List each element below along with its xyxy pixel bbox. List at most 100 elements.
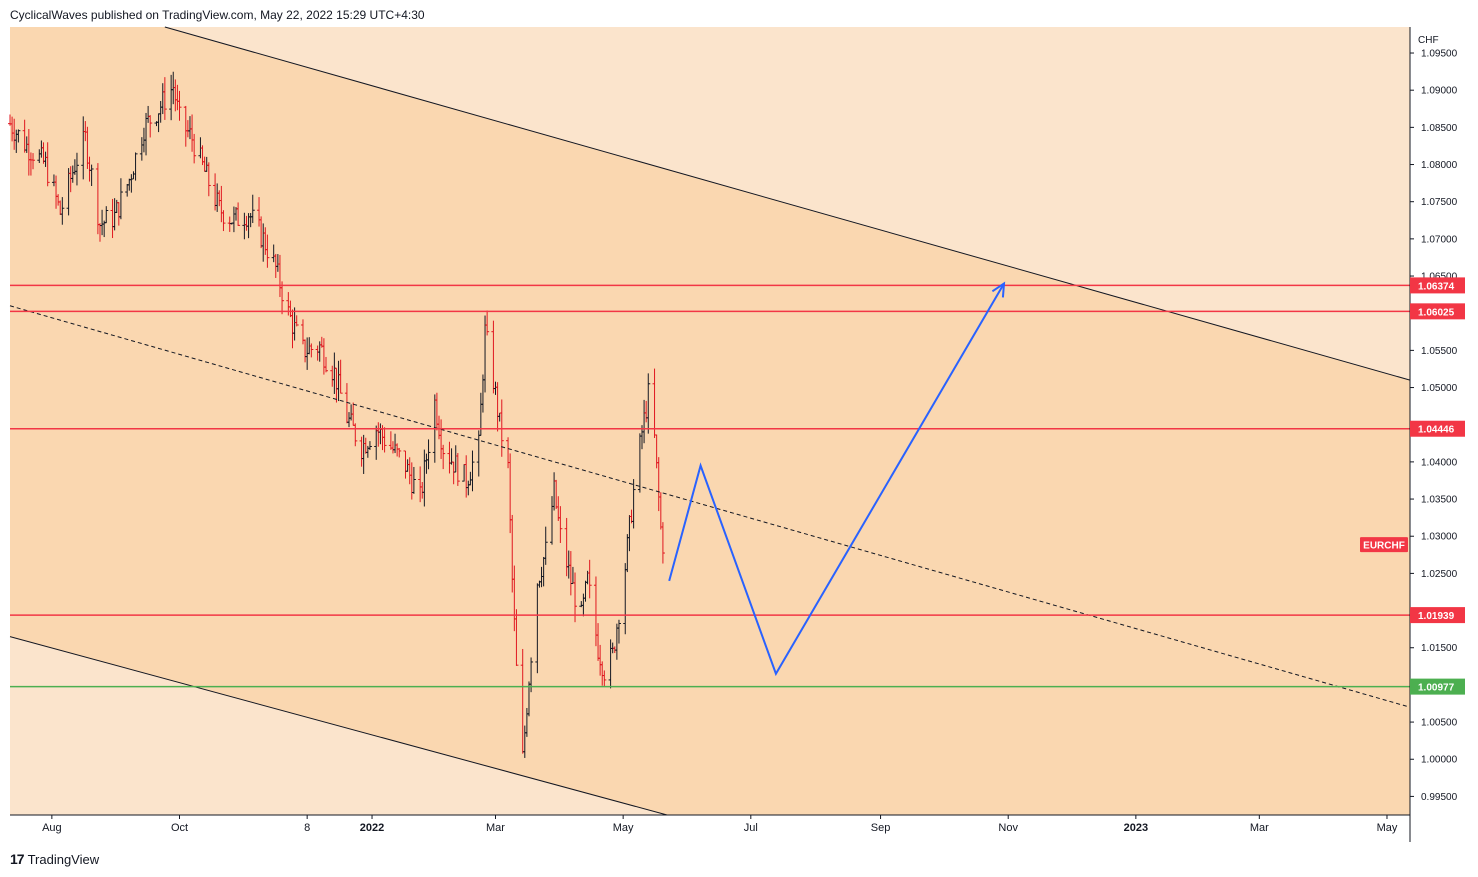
price-tick: 1.03000 (1421, 532, 1458, 543)
price-tick: 1.00000 (1421, 755, 1458, 766)
ohlc-bar (133, 152, 138, 181)
ohlc-bar (177, 90, 182, 121)
ohlc-bar (411, 466, 416, 494)
ohlc-bar (587, 559, 592, 599)
publish-header: CyclicalWaves published on TradingView.c… (10, 8, 425, 22)
ohlc-bar (16, 129, 21, 143)
ohlc-bar (236, 202, 241, 226)
horizontal-levels (10, 284, 1410, 688)
time-tick: May (1377, 822, 1398, 834)
ohlc-bar (441, 444, 446, 470)
ohlc-bar (104, 206, 109, 224)
ohlc-bar (485, 310, 490, 336)
channel-fill (10, 27, 1410, 815)
tradingview-logo-icon: 17 (10, 851, 25, 867)
ohlc-bar (60, 197, 65, 225)
ohlc-bar (631, 479, 636, 529)
price-tick: 1.05500 (1421, 346, 1458, 357)
ohlc-bar (31, 153, 36, 170)
footer-brand: TradingView (27, 851, 100, 867)
ohlc-bar (250, 194, 255, 224)
ohlc-bar (397, 447, 402, 458)
ohlc-bar (294, 315, 299, 327)
time-tick: Aug (42, 822, 62, 834)
ohlc-bars (8, 71, 665, 758)
ohlc-bar (470, 450, 475, 492)
channel-upper-line (164, 26, 1411, 381)
ohlc-bar (660, 522, 665, 564)
time-tick: 2023 (1124, 822, 1148, 834)
ohlc-bar (192, 133, 197, 164)
ohlc-bar (353, 423, 358, 447)
price-tick: 1.09500 (1421, 49, 1458, 60)
time-tick: Mar (1250, 822, 1269, 834)
time-axis-ticks: Aug Oct 8 2022 Mar May Jul Sep Nov 2023 Mar May (42, 815, 1398, 834)
ohlc-bar (265, 234, 270, 268)
price-tick: 1.02500 (1421, 569, 1458, 580)
level-tag-bg (1410, 607, 1465, 624)
price-tick: 1.04000 (1421, 457, 1458, 468)
ohlc-bar (148, 115, 153, 138)
ohlc-bar (221, 210, 226, 232)
time-tick: May (613, 822, 634, 834)
ohlc-bar (455, 453, 460, 486)
ohlc-bar (616, 619, 621, 644)
tradingview-footer: 17 TradingView (10, 851, 99, 867)
svg-text:EURCHF: EURCHF (1363, 541, 1405, 552)
ohlc-bar (382, 427, 387, 453)
time-tick: 2022 (360, 822, 384, 834)
channel-lower-line (9, 636, 668, 816)
price-tick: 1.09000 (1421, 86, 1458, 97)
time-tick: Oct (171, 822, 188, 834)
time-tick: Mar (486, 822, 505, 834)
price-tick: 1.06500 (1421, 272, 1458, 283)
price-tick: 1.08000 (1421, 160, 1458, 171)
price-tick: 1.01500 (1421, 643, 1458, 654)
projection-arrowhead (991, 281, 1006, 298)
level-tag-text: 1.04446 (1418, 425, 1455, 436)
ohlc-bar (514, 609, 519, 666)
price-tick: 1.07500 (1421, 197, 1458, 208)
ohlc-bar (573, 572, 578, 623)
ohlc-bar (74, 152, 79, 186)
level-tag-text: 1.00977 (1418, 683, 1455, 694)
ohlc-bar (206, 162, 211, 197)
projection-path (668, 282, 1005, 677)
ohlc-bar (45, 142, 50, 187)
level-tag-text: 1.06374 (1418, 281, 1455, 292)
time-tick: Jul (744, 822, 758, 834)
ohlc-bar (162, 77, 167, 120)
price-tick: 1.08500 (1421, 123, 1458, 134)
ohlc-bar (426, 439, 431, 470)
ohlc-bar (323, 356, 328, 373)
time-tick: Sep (871, 822, 891, 834)
ohlc-bar (280, 281, 285, 315)
level-tag-bg (1410, 303, 1465, 320)
level-price-tags: 1.06374 1.06025 1.04446 1.01939 1.00977 (1410, 277, 1465, 695)
level-tag-text: 1.01939 (1418, 611, 1455, 622)
ohlc-bar (646, 373, 651, 434)
channel-midline (9, 305, 1411, 708)
price-tick: 1.00500 (1421, 718, 1458, 729)
ohlc-bar (543, 526, 548, 565)
ohlc-bar (89, 164, 94, 186)
price-tick: 1.05000 (1421, 383, 1458, 394)
time-tick: 8 (304, 822, 310, 834)
symbol-tag: EURCHF (1360, 537, 1408, 553)
price-tick: 1.03500 (1421, 495, 1458, 506)
level-tag-bg (1410, 678, 1465, 695)
price-tick: 0.99500 (1421, 792, 1458, 803)
currency-label: CHF (1418, 35, 1439, 46)
ohlc-bar (338, 359, 343, 394)
ohlc-bar (367, 441, 372, 450)
level-tag-bg (1410, 277, 1465, 294)
ohlc-bar (118, 178, 123, 220)
level-tag-text: 1.06025 (1418, 307, 1455, 318)
level-tag-bg (1410, 420, 1465, 437)
time-tick: Nov (998, 822, 1018, 834)
ohlc-bar (602, 670, 607, 687)
price-tick: 1.07000 (1421, 234, 1458, 245)
ohlc-bar (309, 343, 314, 358)
ohlc-bar (558, 506, 563, 543)
